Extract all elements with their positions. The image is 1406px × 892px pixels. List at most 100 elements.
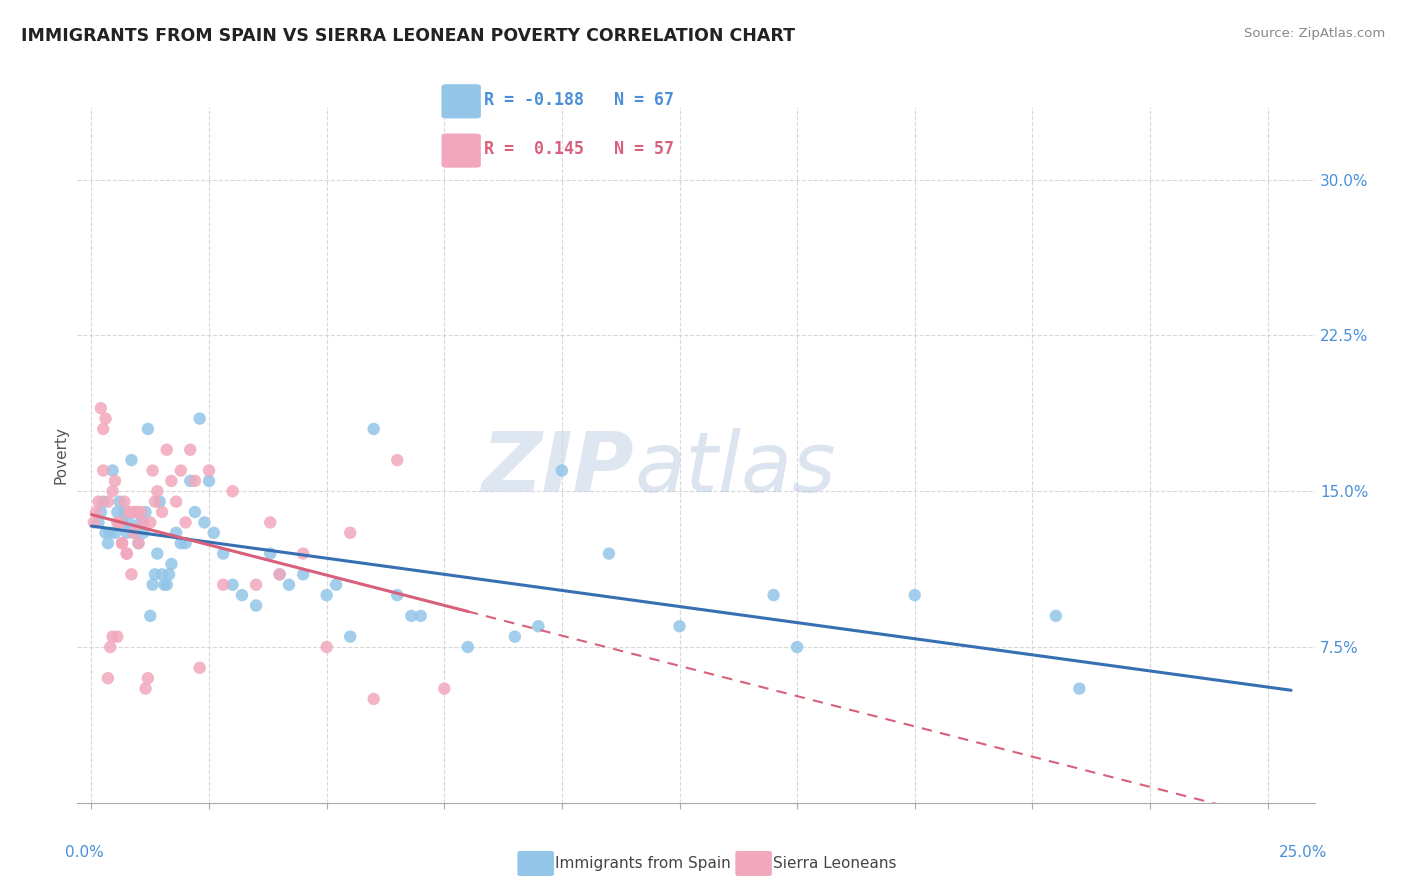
Point [170,463,193,477]
Point [409,608,432,623]
Point [184,474,207,488]
Point [129,516,152,530]
Text: atlas: atlas [634,428,835,509]
FancyBboxPatch shape [441,84,481,119]
Point [83,516,105,530]
Point [94,411,117,425]
Point [325,578,347,592]
Point [165,525,187,540]
Point [149,494,172,508]
Point [120,567,142,582]
Point [143,567,166,582]
Point [387,588,409,602]
Point [212,547,235,561]
Point [115,525,138,540]
Point [503,630,526,644]
Point [104,474,127,488]
Point [278,578,301,592]
Point [115,547,138,561]
Point [111,536,134,550]
Point [120,505,142,519]
Point [111,536,134,550]
Point [401,608,423,623]
Point [157,567,180,582]
Point [125,505,148,519]
Point [160,474,183,488]
Point [259,516,281,530]
Point [1045,608,1067,623]
Point [156,578,179,592]
Point [156,442,179,457]
Point [105,516,128,530]
Point [97,671,120,685]
Point [179,442,201,457]
Point [315,640,337,654]
Point [98,640,121,654]
Point [269,567,291,582]
Point [433,681,456,696]
Point [198,474,221,488]
Point [127,536,149,550]
Point [193,516,215,530]
Point [105,630,128,644]
Point [112,505,135,519]
Point [363,422,385,436]
Text: R = -0.188   N = 67: R = -0.188 N = 67 [484,91,673,109]
Text: Immigrants from Spain: Immigrants from Spain [555,856,731,871]
Point [120,453,142,467]
Point [101,463,124,477]
Point [668,619,690,633]
Point [174,516,197,530]
Point [202,525,225,540]
Point [108,516,131,530]
Point [762,588,785,602]
Point [87,494,110,508]
Point [259,547,281,561]
Point [94,525,117,540]
FancyBboxPatch shape [441,134,481,168]
Point [132,516,155,530]
Point [551,463,574,477]
Point [150,505,173,519]
Point [174,536,197,550]
Point [179,474,201,488]
Point [98,525,121,540]
Text: IMMIGRANTS FROM SPAIN VS SIERRA LEONEAN POVERTY CORRELATION CHART: IMMIGRANTS FROM SPAIN VS SIERRA LEONEAN … [21,27,794,45]
Point [112,494,135,508]
Point [904,588,927,602]
Point [143,494,166,508]
Point [184,505,207,519]
Point [136,422,159,436]
Point [170,536,193,550]
Point [125,505,148,519]
Point [188,661,211,675]
Point [97,536,120,550]
Point [786,640,808,654]
Point [97,494,120,508]
Point [245,599,267,613]
Point [1069,681,1091,696]
Point [108,494,131,508]
Text: 25.0%: 25.0% [1278,845,1327,860]
Point [221,578,243,592]
Point [135,505,157,519]
Point [221,484,243,499]
Point [363,692,385,706]
Point [105,505,128,519]
Point [269,567,291,582]
Point [339,630,361,644]
Point [245,578,267,592]
Point [160,557,183,571]
Point [122,525,145,540]
Point [115,547,138,561]
Point [339,525,361,540]
Point [387,453,409,467]
Point [139,516,162,530]
Point [101,484,124,499]
Point [598,547,620,561]
Text: R =  0.145   N = 57: R = 0.145 N = 57 [484,141,673,159]
Point [142,463,165,477]
Point [527,619,550,633]
Text: Source: ZipAtlas.com: Source: ZipAtlas.com [1244,27,1385,40]
Point [150,567,173,582]
